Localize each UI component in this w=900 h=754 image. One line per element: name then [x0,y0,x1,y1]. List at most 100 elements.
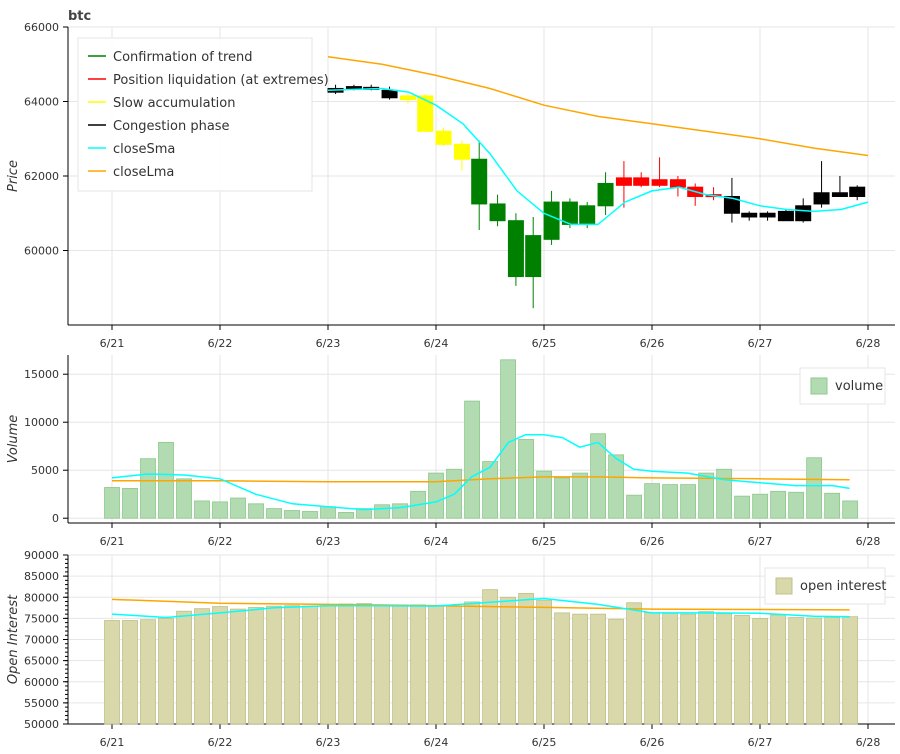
legend-label: closeLma [113,165,174,180]
volume-xtick-label: 6/24 [424,535,449,548]
candle-body [759,212,776,218]
oi-ytick-label: 55000 [24,697,59,710]
oi-bar [392,604,408,725]
candle-body [849,186,866,197]
oi-bar [554,612,570,725]
legend-label: Position liquidation (at extremes) [113,73,329,88]
volume-bar [176,478,192,519]
oi-ytick-label: 80000 [24,591,59,604]
oi-bar [536,599,552,725]
volume-xtick-label: 6/22 [208,535,233,548]
oi-bar [428,604,444,725]
oi-bar [680,613,697,725]
volume-bar [500,359,516,519]
oi-bar [122,620,138,725]
oi-sma-line [111,597,850,619]
oi-ytick-label: 90000 [24,549,59,562]
oi-bar [734,615,751,725]
volume-xtick-label: 6/21 [100,535,125,548]
legend-label: open interest [800,579,886,594]
oi-legend: open interest [764,567,886,605]
oi-xtick-label: 6/27 [748,736,773,749]
volume-xtick-label: 6/27 [748,535,773,548]
volume-bar [518,439,534,519]
price-ytick-label: 60000 [24,245,59,258]
candle-body [381,89,398,99]
oi-bar [518,593,534,725]
oi-bar [698,611,715,725]
candle-body [723,195,740,214]
oi-ytick-label: 75000 [24,612,59,625]
volume-bar [626,494,643,519]
oi-xtick-label: 6/23 [316,736,341,749]
oi-y-axis-label: Open Interest [6,594,21,684]
candle-body [813,192,830,205]
volume-bar [770,490,787,519]
price-xtick-label: 6/27 [748,337,773,350]
oi-bar [374,604,390,725]
candle-body [615,177,632,186]
oi-bar [158,617,174,725]
oi-bar [716,613,733,725]
volume-bar [824,492,841,519]
price-xtick-label: 6/21 [100,337,125,350]
price-ytick-label: 64000 [24,96,59,109]
oi-xtick-label: 6/25 [532,736,557,749]
candle-body [831,192,848,197]
volume-bar [374,504,390,519]
oi-bar [824,617,841,725]
oi-bar [662,612,679,725]
volume-bar [266,508,282,519]
oi-bar [302,605,318,725]
oi-bar [590,613,606,725]
volume-bar [698,472,715,519]
price-y-axis-label: Price [6,160,21,192]
oi-ytick-label: 60000 [24,676,59,689]
volume-xtick-label: 6/25 [532,535,557,548]
candle-body [579,205,596,225]
oi-bar [320,605,336,725]
oi-lma-line [111,598,850,611]
price-xtick-label: 6/25 [532,337,557,350]
volume-bar [284,510,300,519]
legend-label: Slow accumulation [113,96,235,111]
volume-ytick-label: 15000 [24,368,59,381]
volume-bar [212,501,228,519]
volume-bar [302,511,318,519]
oi-bar [464,601,480,725]
oi-bar [356,603,372,725]
volume-bar [230,497,246,519]
price-xtick-label: 6/22 [208,337,233,350]
volume-xtick-label: 6/23 [316,535,341,548]
oi-ytick-label: 70000 [24,634,59,647]
oi-bar [626,602,643,725]
volume-bar [536,470,552,519]
oi-bar [608,618,625,725]
oi-bar [500,596,516,725]
legend-label: closeSma [113,142,175,157]
price-xtick-label: 6/23 [316,337,341,350]
price-ytick-label: 62000 [24,170,59,183]
candle-body [597,182,614,207]
candle-body [741,212,758,218]
oi-bar [140,619,156,725]
volume-bar [662,484,679,519]
candle-body [435,130,452,145]
volume-bar [788,491,805,519]
volume-legend: volume [799,367,886,405]
oi-bar [194,608,210,725]
volume-bar [194,500,210,519]
oi-xtick-label: 6/26 [640,736,665,749]
candle-body [345,86,362,90]
oi-bar [104,620,120,725]
oi-xtick-label: 6/28 [856,736,881,749]
volume-bar [716,468,733,519]
oi-bar [446,605,462,725]
oi-bar [230,608,246,725]
oi-xtick-label: 6/24 [424,736,449,749]
volume-bar [608,454,625,519]
price-xtick-label: 6/24 [424,337,449,350]
volume-bar [428,472,444,519]
volume-bar [248,503,264,519]
